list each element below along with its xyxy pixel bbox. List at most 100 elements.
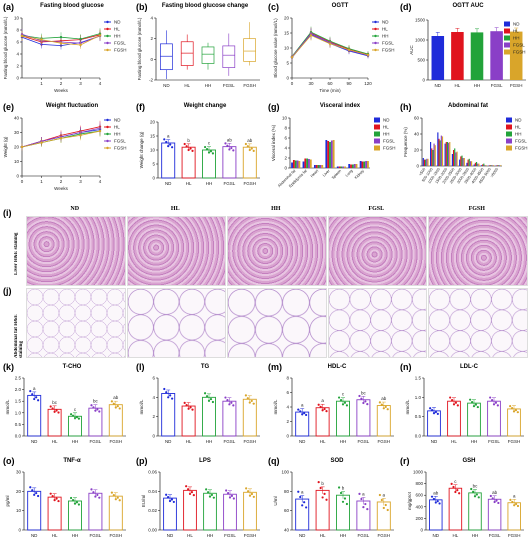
x-tick-label: Heart <box>310 168 320 178</box>
x-tick-label: 4 <box>99 179 102 184</box>
data-point <box>165 493 168 496</box>
data-point <box>317 481 320 484</box>
legend-label: FGSH <box>383 146 396 151</box>
x-tick-label: 4 <box>99 81 102 86</box>
bar-FGSL <box>356 399 371 437</box>
panel-title-a: Fasting blood glucose <box>40 3 104 9</box>
data-point <box>341 500 345 503</box>
x-tick-label: 1 <box>40 179 43 184</box>
data-point <box>366 53 370 57</box>
panel-title-h: Abdominal fat <box>448 103 488 109</box>
data-point <box>186 488 190 491</box>
data-point <box>192 494 195 497</box>
data-point <box>497 501 500 505</box>
y-tick-label: 60 <box>284 508 290 513</box>
data-point <box>366 403 369 406</box>
chart-o: 0 10 20 30 pg/ml ND HL HH FGSL FGSH <box>5 470 126 538</box>
bar-FGSH <box>243 491 257 531</box>
data-point <box>339 491 343 495</box>
panel-title-o: TNF-α <box>63 458 81 464</box>
panel-title-k: T-CHO <box>62 364 82 370</box>
y-tick-label: 40 <box>284 528 290 533</box>
data-point <box>360 397 363 400</box>
significance-letter: ab <box>247 138 253 143</box>
y-axis-label: mmol/L <box>405 399 410 414</box>
y-tick-label: 80 <box>284 489 290 494</box>
x-axis-label: Weeks <box>54 88 68 93</box>
data-point <box>206 491 210 494</box>
panel-title-g: Visceral index <box>319 103 361 109</box>
bar-FGSL <box>448 142 450 166</box>
data-point <box>360 497 363 501</box>
bar-HH <box>468 492 482 531</box>
legend-label: HH <box>513 36 520 41</box>
legend-label: FGSL <box>114 139 126 144</box>
data-point <box>337 486 341 489</box>
data-point <box>114 498 117 501</box>
bar-HH <box>446 142 449 166</box>
legend-swatch <box>506 138 512 144</box>
data-point <box>384 503 387 507</box>
bar-FGSL <box>222 146 237 179</box>
data-point <box>309 34 313 37</box>
x-tick-label: Kidney <box>354 169 365 180</box>
box <box>180 41 194 66</box>
significance-letter: b <box>321 481 324 486</box>
data-point <box>71 414 75 417</box>
y-axis-label: EU/ml <box>141 495 146 507</box>
liver-he-image-ND <box>26 216 126 286</box>
y-tick-label: 1.0 <box>415 395 422 400</box>
bar-ND <box>161 393 176 437</box>
data-point <box>167 396 170 399</box>
data-point <box>510 407 514 410</box>
bar-FGSH <box>242 398 257 437</box>
y-tick-label: 20 <box>150 120 156 125</box>
data-point <box>205 488 208 491</box>
data-point <box>79 134 82 137</box>
data-point <box>163 387 166 391</box>
bar-FGSH <box>485 165 487 166</box>
y-tick-label: 4 <box>284 146 287 151</box>
bar-FGSH <box>456 151 458 166</box>
legend-swatch <box>504 35 510 41</box>
data-point <box>185 145 188 148</box>
bar-HL <box>447 400 461 437</box>
chart-m: 0 2 4 6 8 mmol/L a ND a HL c HH bc FGSL ab FGSH <box>273 376 394 444</box>
bar-HL <box>361 161 364 168</box>
data-point <box>40 38 43 41</box>
data-point <box>301 504 304 507</box>
data-point <box>37 494 40 498</box>
bar-FGSH <box>298 161 301 168</box>
y-tick-label: 1000 <box>415 38 426 43</box>
x-tick-label: ND <box>31 439 38 444</box>
legend-swatch <box>506 145 512 151</box>
x-tick-label: HH <box>206 181 213 186</box>
y-tick-label: 10 <box>14 159 20 164</box>
data-point <box>321 409 324 412</box>
bar-FGSL <box>308 159 310 168</box>
panel-title-q: SOD <box>330 458 344 464</box>
legend-label: ND <box>515 118 522 123</box>
x-tick-label: <500 <box>418 167 426 176</box>
data-point <box>458 492 461 495</box>
x-tick-label: 0 <box>21 179 24 184</box>
data-point <box>79 37 82 41</box>
bar-FGSH <box>471 161 473 166</box>
y-tick-label: 15 <box>150 134 156 139</box>
bar-FGSL <box>356 500 371 531</box>
bar-HH <box>329 142 331 168</box>
data-point <box>252 149 255 152</box>
legend-swatch <box>504 42 510 48</box>
bar-FGSH <box>449 142 451 166</box>
data-point <box>514 409 518 412</box>
data-point <box>98 34 102 37</box>
y-tick-label: 600 <box>415 493 423 498</box>
data-point <box>493 500 496 504</box>
data-point <box>452 403 456 406</box>
x-tick-label: ND <box>165 439 172 444</box>
bar-HH <box>454 148 456 166</box>
legend-label: HL <box>513 29 519 34</box>
bar-ND <box>459 159 461 166</box>
x-tick-label: FGSH <box>244 181 257 186</box>
data-point <box>55 497 58 500</box>
